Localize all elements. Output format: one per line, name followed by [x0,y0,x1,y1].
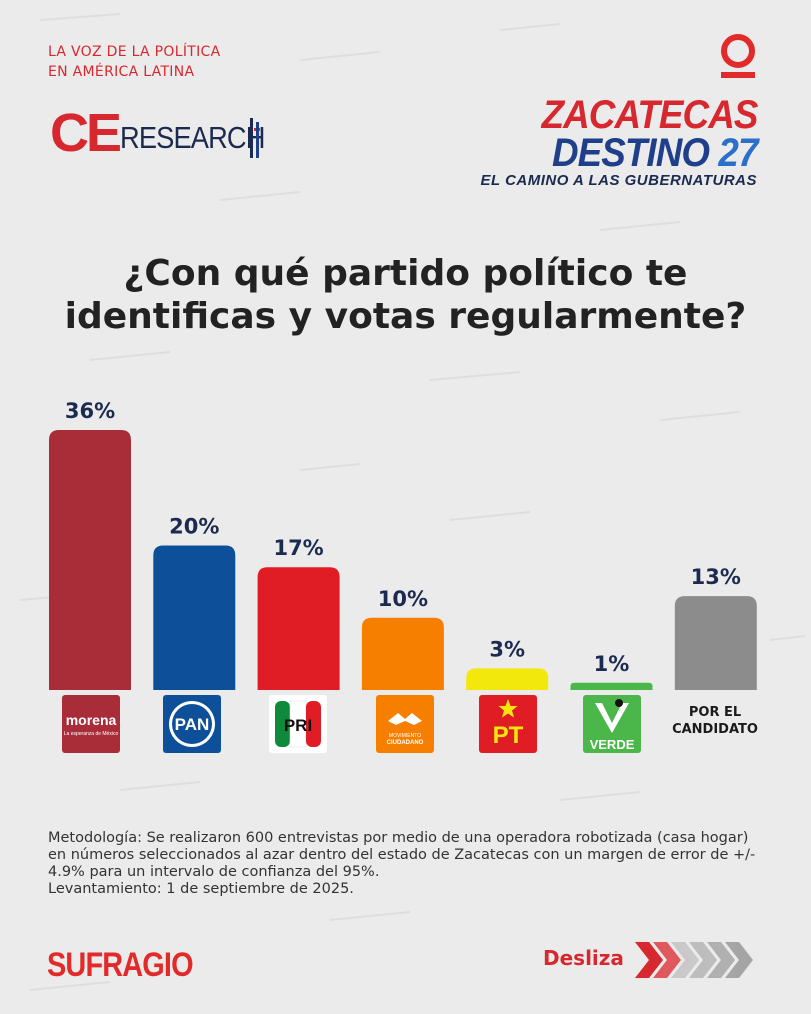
bar-value-label-4: 3% [489,637,525,661]
pt-logo-icon: PT [479,695,537,753]
pri-logo-text: PRI [284,716,312,735]
destino-number: 27 [717,131,758,175]
question-line2: identificas y votas regularmente? [64,296,747,337]
ce-logo-part2: RESEARCH [120,120,265,155]
chevron-right-icon [635,942,753,978]
destino-word: DESTINO [551,131,709,175]
bar-value-label-3: 10% [378,587,428,611]
zacatecas-destino-logo: ZACATECAS DESTINO 27 EL CAMINO A LAS GUB… [480,93,758,190]
ce-logo-part1: CE [50,103,122,163]
candidate-label-line1: POR EL [688,705,742,720]
chart-title: ¿Con qué partido político te identificas… [0,252,811,338]
bar-5 [570,682,653,690]
pt-logo-text: PT [493,722,524,749]
ce-research-logo: CE RESEARCH [50,103,265,163]
candidate-label-line2: CANDIDATO [672,722,758,737]
bar-0 [49,430,131,690]
swipe-button[interactable]: Desliza [543,940,763,980]
bar-value-label-6: 13% [691,565,741,589]
bar-6 [674,596,757,690]
bar-value-label-5: 1% [594,652,630,676]
methodology-text: Metodología: Se realizaron 600 entrevist… [48,830,756,880]
mc-logo-text2: CIUDADANO [387,740,424,746]
verde-logo-icon: VERDE [583,695,641,753]
methodology-note: Metodología: Se realizaron 600 entrevist… [48,830,760,898]
bar-chart: 36% 20% 17% 10% 3% 1% 13% [49,399,757,690]
zacatecas-subtitle: EL CAMINO A LAS GUBERNATURAS [480,172,757,189]
ce-plus-mark-icon [250,118,260,158]
bar-value-label-0: 36% [65,399,115,423]
destino-title: DESTINO 27 [503,131,758,175]
sufragio-logo: SUFRAGIO [47,946,194,984]
verde-logo-text: VERDE [590,737,635,752]
bar-3 [361,617,444,690]
bar-1 [153,545,236,690]
tagline-line1: LA VOZ DE LA POLÍTICA [48,44,221,60]
pri-logo-icon: PRI [269,695,327,753]
morena-logo-text: morena [66,712,117,728]
mc-logo-icon: MOVIMIENTO CIUDADANO [376,695,434,753]
morena-logo-sub: La esperanza de México [64,731,119,737]
question-line1: ¿Con qué partido político te [123,253,688,294]
zacatecas-title: ZACATECAS [541,93,758,137]
bar-4 [466,668,549,690]
pan-logo-text: PAN [175,715,210,734]
brand-o-logo-icon [721,34,755,78]
bar-2 [257,567,340,690]
bar-value-label-1: 20% [169,515,219,539]
swipe-label: Desliza [543,946,624,970]
bar-value-label-2: 17% [273,536,323,560]
methodology-date: Levantamiento: 1 de septiembre de 2025. [48,881,354,897]
morena-logo-icon: morena La esperanza de México [62,695,120,753]
tagline-line2: EN AMÉRICA LATINA [48,64,195,80]
tagline: LA VOZ DE LA POLÍTICA EN AMÉRICA LATINA [48,42,221,82]
candidate-label: POR EL CANDIDATO [655,704,775,738]
mc-logo-text1: MOVIMIENTO [389,733,421,739]
pan-logo-icon: PAN [163,695,221,753]
